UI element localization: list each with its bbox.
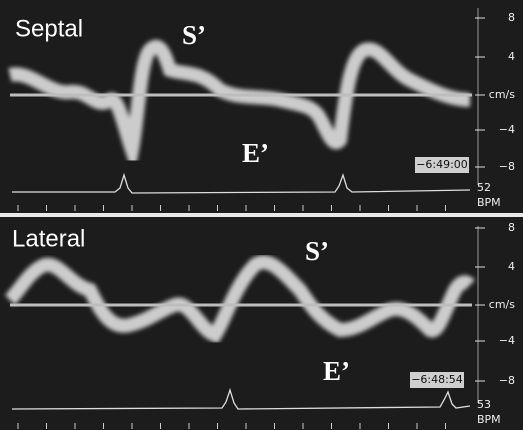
scale-label: −4 (499, 334, 515, 347)
scale-label: cm/s (489, 298, 515, 311)
scale-label: cm/s (489, 88, 515, 101)
s-wave-label: S’ (182, 20, 206, 50)
tissue-velocity-trace (8, 39, 471, 177)
scale-label: 4 (508, 50, 515, 63)
scale-label: 4 (508, 260, 515, 273)
s-wave-label: S’ (305, 236, 329, 266)
scale-label: 8 (508, 11, 515, 24)
e-wave-label: E’ (242, 138, 269, 168)
timestamp: −6:49:00 (416, 158, 468, 171)
ecg-trace (11, 387, 471, 410)
heart-rate-unit: BPM (477, 413, 501, 426)
ecg-trace (12, 172, 471, 194)
scale-label: −8 (499, 160, 515, 173)
panel: 8 4 cm/s −4 −8 Lateral S’ E’ −6:48:54 53 BPM (4, 221, 515, 429)
timestamp-box (415, 157, 469, 173)
timestamp-box (410, 372, 464, 388)
timestamp: −6:48:54 (411, 373, 463, 386)
scale-label: 8 (508, 221, 515, 234)
scale-label: −4 (499, 123, 515, 136)
panel-title: Lateral (12, 225, 85, 252)
panel-divider (0, 213, 523, 217)
tissue-velocity-trace (4, 255, 475, 344)
scale-label: −8 (499, 374, 515, 387)
heart-rate: 52 (477, 181, 491, 194)
panel: 8 4 cm/s −4 −8 Septal S’ E’ −6:49:00 52 BPM (8, 8, 515, 211)
e-wave-label: E’ (323, 356, 350, 386)
panel-title: Septal (15, 15, 83, 42)
heart-rate: 53 (477, 398, 491, 411)
heart-rate-unit: BPM (477, 196, 501, 209)
